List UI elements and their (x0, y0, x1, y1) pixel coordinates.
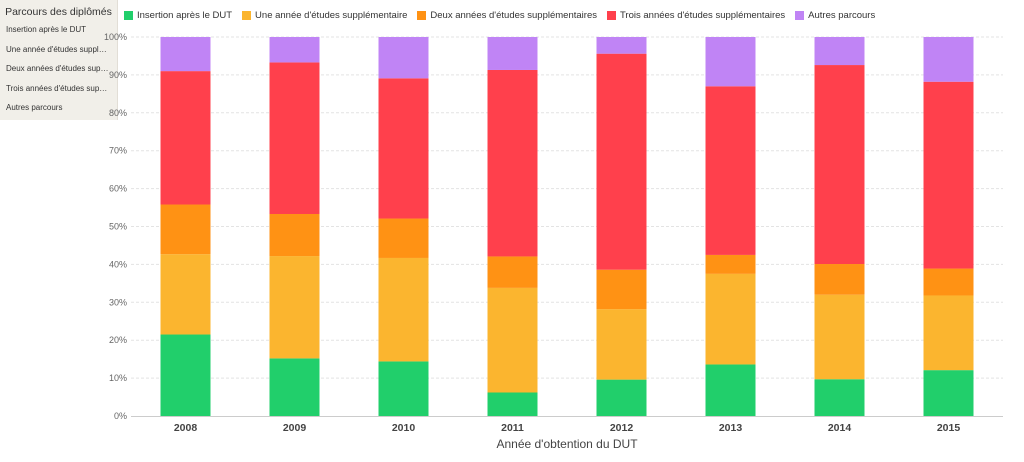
legend-label: Autres parcours (808, 9, 876, 21)
y-tick-label: 30% (109, 297, 127, 307)
bar-segment[interactable] (705, 364, 756, 416)
y-tick-label: 60% (109, 184, 127, 194)
bar-segment[interactable] (378, 78, 429, 219)
y-tick-label: 50% (109, 222, 127, 232)
bar-segment[interactable] (814, 264, 865, 295)
bar-segment[interactable] (269, 256, 320, 359)
x-tick-label: 2015 (937, 422, 961, 434)
bar-segment[interactable] (705, 254, 756, 274)
sidebar-title: Parcours des diplômés (5, 6, 112, 18)
bar-segment[interactable] (923, 370, 974, 416)
legend-item-trois-annees[interactable]: Trois années d'études supplémentaires (606, 9, 786, 21)
bar-segment[interactable] (378, 257, 429, 362)
bar-segment[interactable] (487, 392, 538, 416)
sidebar-panel: Parcours des diplômés Insertion après le… (0, 0, 118, 120)
x-tick-label: 2013 (719, 422, 743, 434)
bar-segment[interactable] (378, 218, 429, 258)
bar-segment[interactable] (596, 379, 647, 416)
legend-swatch (417, 10, 427, 20)
chart-legend: Insertion après le DUT Une année d'étude… (124, 7, 885, 23)
bar-segment[interactable] (269, 358, 320, 416)
legend-label: Une année d'études supplémentaire (255, 9, 408, 21)
bar-segment[interactable] (814, 379, 865, 416)
legend-item-autres-parcours[interactable]: Autres parcours (795, 10, 875, 21)
y-axis-labels: 0% 10% 20% 30% 40% 50% 60% 70% 80% 90% 100% (104, 32, 127, 421)
bar-segment[interactable] (596, 37, 647, 54)
bar-segment[interactable] (160, 71, 211, 205)
bar-segment[interactable] (596, 309, 647, 380)
bar-segment[interactable] (705, 273, 756, 365)
bar-segment[interactable] (596, 53, 647, 270)
bar-segment[interactable] (487, 37, 538, 70)
x-tick-label: 2009 (283, 422, 307, 434)
bar-segment[interactable] (487, 287, 538, 393)
x-tick-label: 2011 (501, 422, 524, 434)
bar-segment[interactable] (160, 204, 211, 255)
bar-segment[interactable] (487, 256, 538, 288)
bar-segment[interactable] (923, 81, 974, 269)
legend-swatch (242, 10, 252, 20)
bar-segment[interactable] (269, 213, 320, 257)
bar-segment[interactable] (814, 65, 865, 265)
y-tick-label: 90% (109, 70, 127, 80)
bar-segment[interactable] (923, 37, 974, 82)
bar-segment[interactable] (160, 254, 211, 335)
legend-label: Deux années d'études supplémentaires (430, 9, 597, 21)
bar-segments (160, 37, 974, 416)
bar-segment[interactable] (705, 86, 756, 255)
bar-segment[interactable] (814, 294, 865, 380)
legend-item-insertion[interactable]: Insertion après le DUT (124, 10, 232, 21)
legend-label: Trois années d'études supplémentaires (619, 9, 786, 21)
bar-segment[interactable] (923, 295, 974, 371)
legend-item-deux-annees[interactable]: Deux années d'études supplémentaires (417, 10, 597, 21)
legend-swatch (124, 10, 133, 20)
bar-segment[interactable] (269, 62, 320, 214)
legend-item-une-annee[interactable]: Une année d'études supplémentaire (242, 10, 407, 21)
legend-swatch (795, 10, 805, 20)
legend-swatch (606, 10, 616, 20)
y-tick-label: 10% (109, 373, 127, 383)
bar-segment[interactable] (378, 37, 429, 79)
bar-segment[interactable] (487, 69, 538, 257)
y-tick-label: 100% (104, 32, 127, 42)
bar-segment[interactable] (705, 37, 756, 87)
grid-lines (131, 36, 1003, 379)
bar-segment[interactable] (596, 269, 647, 310)
x-tick-label: 2012 (610, 422, 634, 434)
bar-segment[interactable] (923, 268, 974, 296)
x-tick-label: 2008 (174, 422, 198, 434)
bar-segment[interactable] (160, 334, 211, 416)
legend-label: Insertion après le DUT (137, 9, 233, 21)
bar-segment[interactable] (160, 37, 211, 72)
x-axis-title: Année d'obtention du DUT (496, 437, 638, 451)
y-tick-label: 70% (109, 146, 127, 156)
x-tick-label: 2010 (392, 422, 416, 434)
bar-segment[interactable] (814, 37, 865, 66)
y-tick-label: 20% (109, 335, 127, 345)
y-tick-label: 40% (109, 259, 127, 269)
x-axis-labels: 2008 2009 2010 2011 2012 2013 2014 2015 (174, 422, 961, 434)
bar-segment[interactable] (269, 37, 320, 63)
y-tick-label: 80% (109, 108, 127, 118)
y-tick-label: 0% (114, 411, 127, 421)
bar-segment[interactable] (378, 361, 429, 416)
x-tick-label: 2014 (828, 422, 852, 434)
